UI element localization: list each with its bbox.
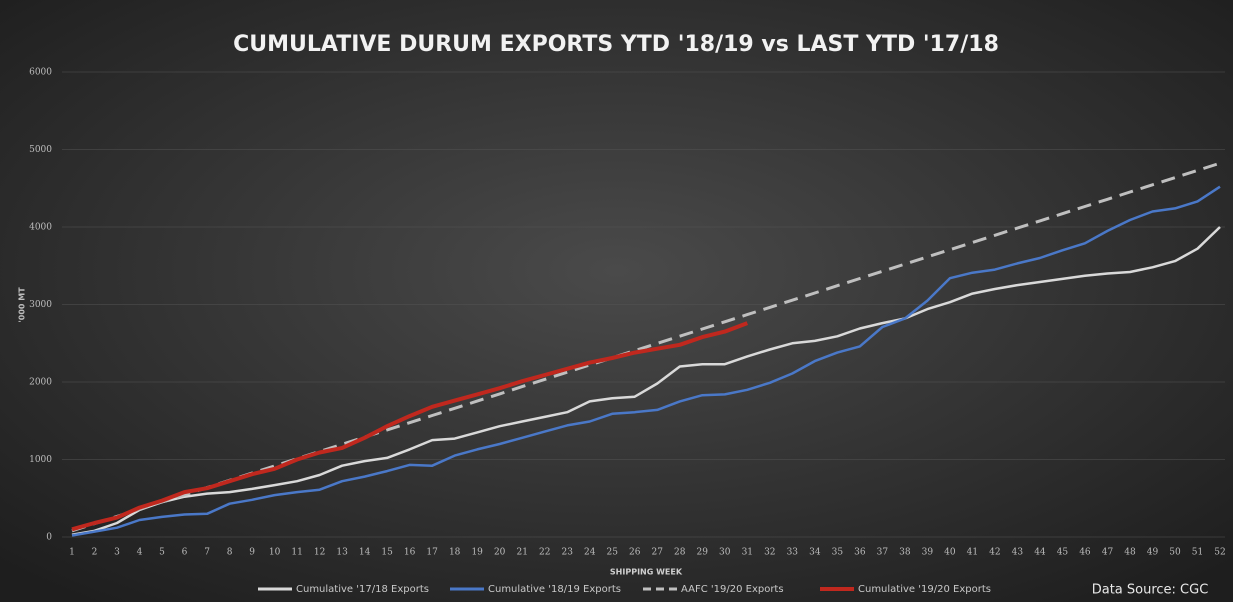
x-tick-label: 6 bbox=[182, 548, 188, 558]
x-tick-label: 16 bbox=[404, 548, 416, 558]
x-tick-label: 43 bbox=[1012, 548, 1024, 558]
legend-label: Cumulative '18/19 Exports bbox=[488, 584, 621, 595]
x-tick-label: 19 bbox=[471, 548, 483, 558]
source-note: Data Source: CGC bbox=[1092, 583, 1209, 598]
x-tick-label: 39 bbox=[922, 548, 934, 558]
x-tick-label: 1 bbox=[69, 548, 75, 558]
x-tick-label: 34 bbox=[809, 548, 821, 558]
y-tick-label: 6000 bbox=[29, 68, 52, 78]
x-tick-label: 27 bbox=[652, 548, 664, 558]
x-tick-label: 20 bbox=[494, 548, 506, 558]
x-tick-label: 35 bbox=[832, 548, 844, 558]
series-line bbox=[71, 185, 1221, 537]
x-tick-label: 29 bbox=[697, 548, 709, 558]
series-line bbox=[71, 321, 749, 532]
x-tick-label: 41 bbox=[967, 548, 978, 558]
x-tick-label: 40 bbox=[944, 548, 956, 558]
legend-label: Cumulative '17/18 Exports bbox=[296, 584, 429, 595]
x-tick-label: 18 bbox=[449, 548, 461, 558]
x-tick-label: 8 bbox=[227, 548, 233, 558]
x-tick-label: 32 bbox=[764, 548, 775, 558]
x-tick-label: 33 bbox=[787, 548, 799, 558]
x-tick-label: 11 bbox=[291, 548, 302, 558]
y-tick-label: 3000 bbox=[29, 300, 52, 310]
x-tick-label: 5 bbox=[159, 548, 165, 558]
x-tick-label: 17 bbox=[426, 548, 438, 558]
x-tick-label: 49 bbox=[1147, 548, 1159, 558]
x-tick-label: 4 bbox=[137, 548, 143, 558]
x-tick-label: 52 bbox=[1214, 548, 1225, 558]
legend-label: Cumulative '19/20 Exports bbox=[858, 584, 991, 595]
y-tick-label: 5000 bbox=[29, 145, 52, 155]
x-tick-label: 23 bbox=[561, 548, 573, 558]
y-tick-label: 1000 bbox=[29, 455, 52, 465]
x-axis-label: SHIPPING WEEK bbox=[610, 568, 683, 577]
y-tick-label: 2000 bbox=[29, 378, 52, 388]
x-tick-label: 14 bbox=[359, 548, 371, 558]
x-tick-label: 42 bbox=[989, 548, 1000, 558]
x-tick-label: 25 bbox=[607, 548, 619, 558]
x-tick-label: 51 bbox=[1192, 548, 1203, 558]
x-tick-label: 48 bbox=[1124, 548, 1136, 558]
x-tick-label: 28 bbox=[674, 548, 686, 558]
x-tick-label: 26 bbox=[629, 548, 641, 558]
x-tick-label: 22 bbox=[539, 548, 550, 558]
series-line bbox=[71, 226, 1221, 536]
x-tick-label: 47 bbox=[1102, 548, 1114, 558]
chart-title: CUMULATIVE DURUM EXPORTS YTD '18/19 vs L… bbox=[233, 32, 999, 57]
y-tick-label: 4000 bbox=[29, 223, 52, 233]
x-tick-label: 50 bbox=[1169, 548, 1181, 558]
x-tick-label: 31 bbox=[742, 548, 753, 558]
x-tick-label: 3 bbox=[114, 548, 120, 558]
x-tick-label: 9 bbox=[249, 548, 255, 558]
x-tick-label: 13 bbox=[336, 548, 348, 558]
x-tick-label: 24 bbox=[584, 548, 596, 558]
x-tick-label: 12 bbox=[314, 548, 325, 558]
x-tick-label: 21 bbox=[516, 548, 527, 558]
legend-label: AAFC '19/20 Exports bbox=[681, 584, 784, 595]
x-tick-label: 2 bbox=[92, 548, 98, 558]
x-tick-label: 44 bbox=[1034, 548, 1046, 558]
x-tick-label: 7 bbox=[204, 548, 210, 558]
x-tick-label: 10 bbox=[269, 548, 281, 558]
x-tick-label: 38 bbox=[899, 548, 911, 558]
x-tick-label: 45 bbox=[1057, 548, 1069, 558]
x-tick-label: 30 bbox=[719, 548, 731, 558]
x-tick-label: 37 bbox=[877, 548, 889, 558]
x-tick-label: 36 bbox=[854, 548, 866, 558]
x-tick-label: 15 bbox=[381, 548, 393, 558]
x-tick-label: 46 bbox=[1079, 548, 1091, 558]
y-tick-label: 0 bbox=[46, 533, 52, 543]
y-axis-label: '000 MT bbox=[18, 287, 27, 323]
